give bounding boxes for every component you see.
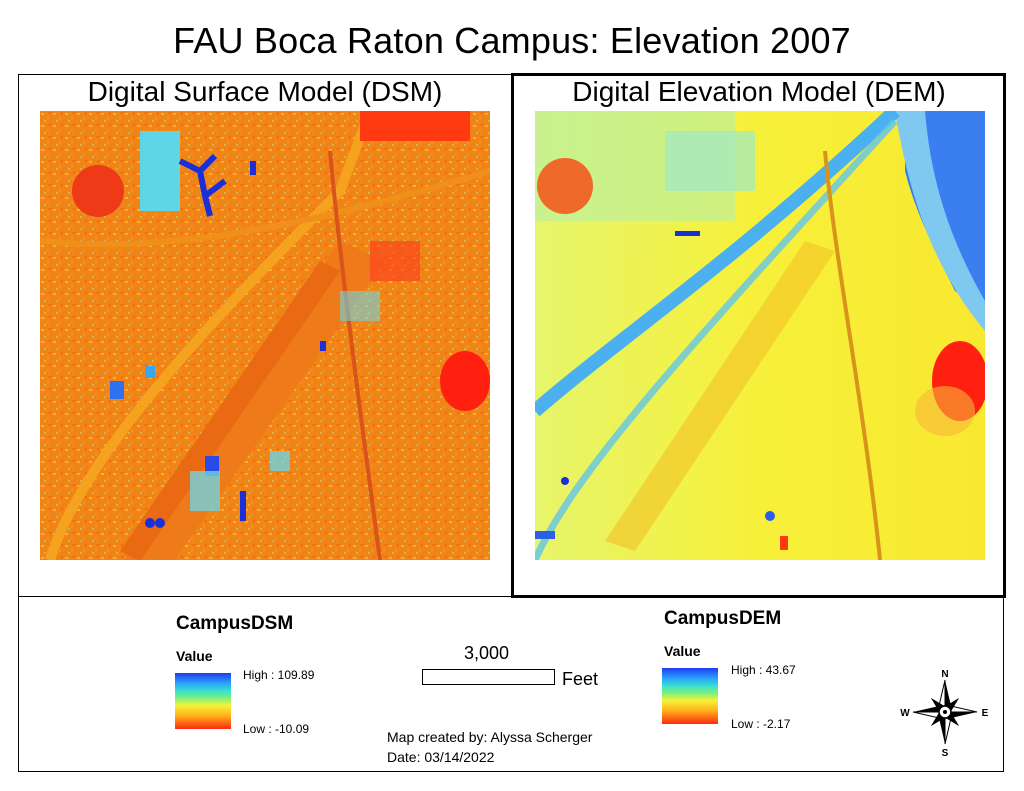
- compass-rose-icon: N S E W: [900, 669, 989, 759]
- dem-raster-map: [535, 111, 985, 560]
- dem-legend-high: High : 43.67: [731, 663, 796, 677]
- scale-bar-unit: Feet: [562, 669, 599, 689]
- dem-legend-title: CampusDEM: [664, 608, 782, 629]
- map-title: FAU Boca Raton Campus: Elevation 2007: [173, 20, 851, 61]
- dsm-panel-title: Digital Surface Model (DSM): [87, 76, 443, 107]
- scale-bar-value: 3,000: [464, 643, 510, 663]
- scale-bar: [422, 669, 555, 685]
- dsm-legend-value-label: Value: [176, 648, 213, 664]
- dsm-raster-map: [40, 111, 490, 560]
- dem-legend-low: Low : -2.17: [731, 717, 791, 731]
- dsm-color-ramp: [175, 673, 231, 729]
- north-arrow-compass: N S E W: [900, 667, 990, 759]
- dem-panel-frame: [511, 73, 1006, 598]
- compass-w: W: [900, 708, 910, 719]
- map-date: Date: 03/14/2022: [387, 749, 495, 765]
- dem-color-ramp: [662, 668, 718, 724]
- compass-n: N: [941, 669, 948, 680]
- compass-e: E: [982, 708, 989, 719]
- dsm-legend-title: CampusDSM: [176, 613, 294, 634]
- dsm-legend-high: High : 109.89: [243, 668, 315, 682]
- author-credit: Map created by: Alyssa Scherger: [387, 729, 593, 745]
- dem-panel-title: Digital Elevation Model (DEM): [572, 76, 946, 107]
- compass-s: S: [942, 748, 949, 757]
- dem-legend-value-label: Value: [664, 643, 701, 659]
- dsm-legend-low: Low : -10.09: [243, 722, 310, 736]
